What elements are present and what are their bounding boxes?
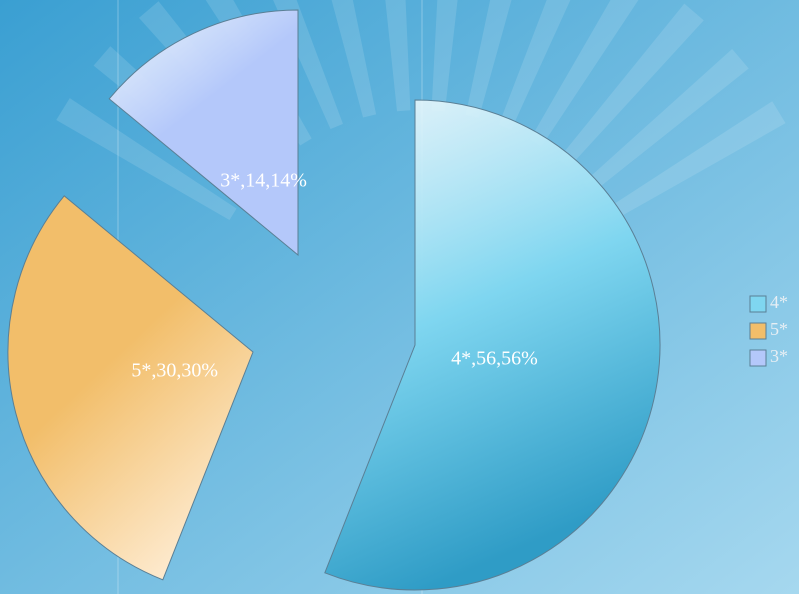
legend-label: 4* — [770, 292, 788, 312]
legend-swatch — [749, 349, 767, 367]
pie-slice — [7, 195, 254, 581]
legend-label: 3* — [770, 346, 788, 366]
data-label: 5*,30,30% — [131, 360, 218, 382]
legend-label: 5* — [770, 319, 788, 339]
pie-slice — [324, 99, 661, 591]
legend-swatch — [749, 295, 767, 313]
data-label: 3*,14,14% — [220, 169, 307, 191]
legend: 4* 5* 3* — [749, 292, 788, 367]
data-label: 4*,56,56% — [451, 348, 538, 370]
pie: 4*,56,56% 5*,30,30% 3*,14,14% — [7, 9, 661, 591]
pie-slice — [108, 9, 299, 257]
legend-swatch — [749, 322, 767, 340]
